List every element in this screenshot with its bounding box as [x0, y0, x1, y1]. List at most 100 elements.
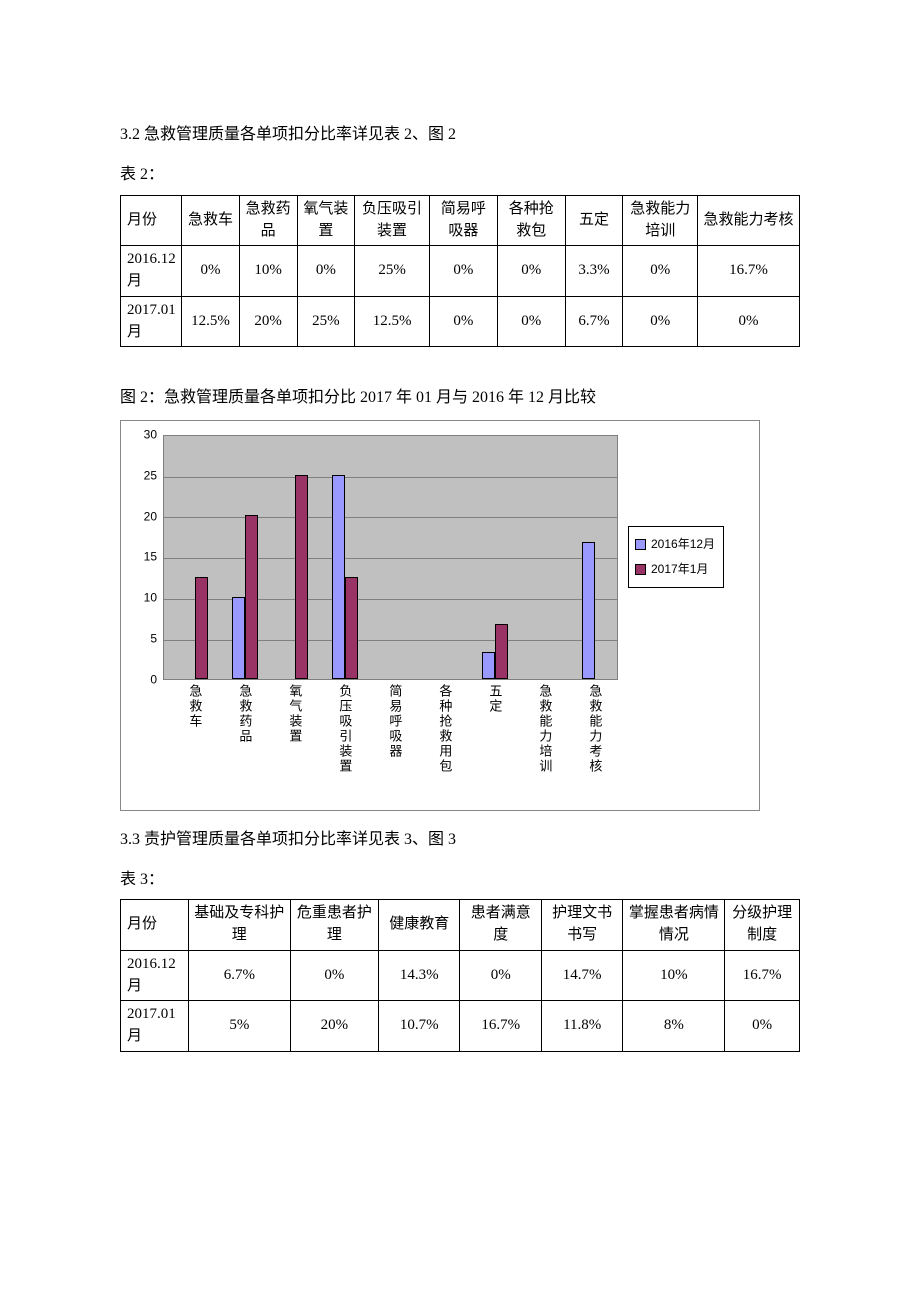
- table-header-cell: 健康教育: [379, 900, 460, 951]
- table-cell: 16.7%: [725, 950, 800, 1001]
- table-cell: 20%: [239, 296, 297, 347]
- table-cell: 0%: [182, 246, 240, 297]
- table-cell: 16.7%: [698, 246, 800, 297]
- chart2-legend-item: 2016年12月: [635, 533, 715, 556]
- table-row: 2016.12 月0%10%0%25%0%0%3.3%0%16.7%: [121, 246, 800, 297]
- chart2-bar: [482, 652, 495, 679]
- table-2: 月份急救车急救药品氧气装置负压吸引装置简易呼吸器各种抢救包五定急救能力培训急救能…: [120, 195, 800, 348]
- table-cell: 10.7%: [379, 1001, 460, 1052]
- table-cell: 3.3%: [565, 246, 623, 297]
- table-header-cell: 氧气装置: [297, 195, 355, 246]
- table-header-cell: 分级护理制度: [725, 900, 800, 951]
- table-3: 月份基础及专科护理危重患者护理健康教育患者满意度护理文书书写掌握患者病情情况分级…: [120, 899, 800, 1052]
- table-header-cell: 危重患者护理: [290, 900, 378, 951]
- table-row: 2016.12 月6.7%0%14.3%0%14.7%10%16.7%: [121, 950, 800, 1001]
- table-cell: 0%: [725, 1001, 800, 1052]
- chart2-y-tick: 15: [144, 546, 157, 569]
- table-cell: 10%: [239, 246, 297, 297]
- section-3-3-heading: 3.3 责护管理质量各单项扣分比率详见表 3、图 3: [120, 825, 800, 855]
- table-cell: 0%: [497, 296, 565, 347]
- table-header-cell: 急救车: [182, 195, 240, 246]
- table-header-cell: 简易呼吸器: [429, 195, 497, 246]
- table-header-cell: 五定: [565, 195, 623, 246]
- chart2-y-tick: 10: [144, 587, 157, 610]
- chart2-y-tick: 0: [150, 668, 157, 691]
- table-cell: 12.5%: [182, 296, 240, 347]
- table-cell: 11.8%: [541, 1001, 622, 1052]
- chart2-bar: [245, 515, 258, 678]
- table-cell: 2016.12 月: [121, 950, 189, 1001]
- table-cell: 0%: [429, 246, 497, 297]
- chart2-y-tick: 5: [150, 627, 157, 650]
- chart-2: 0 5 10 15 20 25 30 2016年12月2017年1月 急救车急救药品氧气装置…: [120, 420, 760, 811]
- chart2-y-axis: 051015202530: [135, 435, 163, 680]
- chart2-x-label: 各种抢救用包: [432, 684, 457, 774]
- table-cell: 0%: [460, 950, 541, 1001]
- table-cell: 25%: [355, 246, 430, 297]
- chart2-x-label: 急救车: [182, 684, 207, 729]
- table-cell: 8%: [623, 1001, 725, 1052]
- table2-label: 表 2：: [120, 160, 800, 190]
- legend-swatch: [635, 539, 646, 550]
- table-cell: 6.7%: [565, 296, 623, 347]
- table-header-cell: 护理文书书写: [541, 900, 622, 951]
- table-cell: 0%: [497, 246, 565, 297]
- chart2-x-label: 急救药品: [232, 684, 257, 744]
- chart2-bar: [332, 475, 345, 679]
- chart2-x-label: 简易呼吸器: [382, 684, 407, 759]
- table-cell: 2017.01 月: [121, 296, 182, 347]
- table-cell: 20%: [290, 1001, 378, 1052]
- table-cell: 0%: [623, 296, 698, 347]
- table-header-cell: 各种抢救包: [497, 195, 565, 246]
- chart2-y-tick: 20: [144, 505, 157, 528]
- table-cell: 14.3%: [379, 950, 460, 1001]
- table-row: 2017.01 月5%20%10.7%16.7%11.8%8%0%: [121, 1001, 800, 1052]
- chart2-bar: [195, 577, 208, 679]
- table3-label: 表 3：: [120, 865, 800, 895]
- table-cell: 25%: [297, 296, 355, 347]
- table-cell: 0%: [297, 246, 355, 297]
- table-cell: 0%: [623, 246, 698, 297]
- chart2-bar: [345, 577, 358, 679]
- table-cell: 0%: [290, 950, 378, 1001]
- table-header-cell: 急救能力培训: [623, 195, 698, 246]
- table-header-cell: 急救药品: [239, 195, 297, 246]
- table-header-cell: 月份: [121, 195, 182, 246]
- chart2-x-label: 急救能力培训: [532, 684, 557, 774]
- table-row: 2017.01 月12.5%20%25%12.5%0%0%6.7%0%0%: [121, 296, 800, 347]
- table-cell: 16.7%: [460, 1001, 541, 1052]
- chart2-x-label: 负压吸引装置: [332, 684, 357, 774]
- table-cell: 2016.12 月: [121, 246, 182, 297]
- chart2-bar: [232, 597, 245, 679]
- table-header-cell: 掌握患者病情情况: [623, 900, 725, 951]
- table-header-cell: 负压吸引装置: [355, 195, 430, 246]
- table-header-cell: 基础及专科护理: [188, 900, 290, 951]
- table-cell: 2017.01 月: [121, 1001, 189, 1052]
- legend-label: 2016年12月: [651, 533, 715, 556]
- chart2-plot-area: [163, 435, 618, 680]
- section-3-2-heading: 3.2 急救管理质量各单项扣分比率详见表 2、图 2: [120, 120, 800, 150]
- legend-swatch: [635, 564, 646, 575]
- chart2-bar: [295, 475, 308, 679]
- table-cell: 14.7%: [541, 950, 622, 1001]
- table-header-cell: 月份: [121, 900, 189, 951]
- chart2-bar: [495, 624, 508, 679]
- table-cell: 0%: [698, 296, 800, 347]
- table-cell: 10%: [623, 950, 725, 1001]
- chart2-x-label: 急救能力考核: [582, 684, 607, 774]
- chart2-y-tick: 25: [144, 464, 157, 487]
- table-header-cell: 患者满意度: [460, 900, 541, 951]
- chart2-legend: 2016年12月2017年1月: [628, 526, 724, 588]
- table-cell: 5%: [188, 1001, 290, 1052]
- chart2-x-label: 氧气装置: [282, 684, 307, 744]
- legend-label: 2017年1月: [651, 558, 708, 581]
- chart2-x-label: 五定: [482, 684, 507, 714]
- document-page: 3.2 急救管理质量各单项扣分比率详见表 2、图 2 表 2： 月份急救车急救药…: [0, 0, 920, 1132]
- table-cell: 6.7%: [188, 950, 290, 1001]
- chart2-legend-item: 2017年1月: [635, 558, 715, 581]
- chart2-x-axis: 急救车急救药品氧气装置负压吸引装置简易呼吸器各种抢救用包五定急救能力培训急救能力…: [163, 680, 618, 800]
- chart2-bar: [582, 542, 595, 678]
- table-cell: 0%: [429, 296, 497, 347]
- chart2-y-tick: 30: [144, 423, 157, 446]
- table-cell: 12.5%: [355, 296, 430, 347]
